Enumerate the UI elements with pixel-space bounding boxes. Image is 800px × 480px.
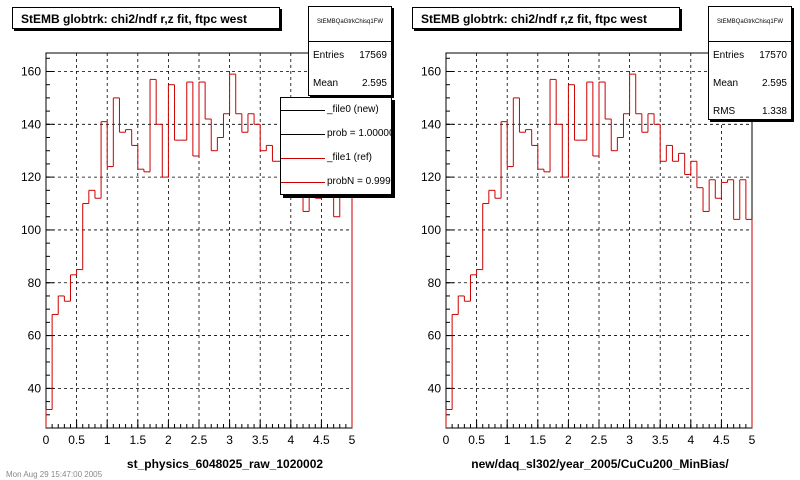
x-tick-label: 4.5 [713, 433, 730, 447]
legend-entry: probN = 0.999979 [281, 170, 391, 194]
x-tick-label: 4 [687, 433, 694, 447]
x-tick-label: 2 [165, 433, 172, 447]
legend-entry: _file0 (new) [281, 98, 391, 122]
stats-name: StEMBQaGtrkChisq1FW [309, 7, 391, 42]
legend: _file0 (new) prob = 1.000000 _file1 (ref… [280, 97, 392, 195]
stats-value: 2.595 [361, 78, 387, 89]
stats-row: Mean 2.595 [709, 70, 791, 98]
x-axis-label: new/daq_sl302/year_2005/CuCu200_MinBias/ [471, 457, 729, 471]
y-tick-label: 160 [421, 64, 441, 78]
stats-label: Entries [713, 50, 745, 61]
y-tick-label: 120 [421, 170, 441, 184]
x-tick-label: 3 [626, 433, 633, 447]
y-tick-label: 140 [21, 117, 41, 131]
x-tick-label: 2.5 [191, 433, 208, 447]
x-tick-label: 4.5 [313, 433, 330, 447]
legend-label: _file0 (new) [327, 104, 379, 115]
stats-box: StEMBQaGtrkChisq1FW Entries 17569 Mean 2… [308, 6, 392, 96]
x-tick-label: 3.5 [652, 433, 669, 447]
stats-value: 17569 [359, 50, 387, 61]
y-tick-label: 60 [428, 329, 442, 343]
y-tick-label: 100 [421, 223, 441, 237]
timestamp: Mon Aug 29 15:47:00 2005 [6, 470, 103, 479]
stats-label: Entries [313, 50, 345, 61]
y-tick-label: 140 [421, 117, 441, 131]
x-tick-label: 3.5 [252, 433, 269, 447]
x-tick-label: 5 [349, 433, 356, 447]
stats-row: Entries 17570 [709, 42, 791, 70]
legend-swatch [281, 158, 325, 159]
x-tick-label: 1 [104, 433, 111, 447]
legend-swatch [281, 110, 325, 111]
x-tick-label: 1 [504, 433, 511, 447]
stats-row: Mean 2.595 [309, 70, 391, 98]
chart-title: StEMB globtrk: chi2/ndf r,z fit, ftpc we… [12, 7, 280, 29]
y-tick-label: 160 [21, 64, 41, 78]
stats-row: RMS 1.338 [709, 98, 791, 126]
legend-entry: prob = 1.000000 [281, 122, 391, 146]
stats-box: StEMBQaGtrkChisq1FW Entries 17570 Mean 2… [708, 6, 792, 120]
legend-swatch [281, 134, 325, 135]
y-tick-label: 80 [28, 276, 42, 290]
stats-label: Mean [313, 78, 339, 89]
stats-label: Mean [713, 78, 739, 89]
stats-value: 17570 [759, 50, 787, 61]
x-tick-label: 0 [443, 433, 450, 447]
y-tick-label: 80 [428, 276, 442, 290]
x-tick-label: 2.5 [591, 433, 608, 447]
stats-value: 1.338 [761, 106, 787, 117]
stats-row: Entries 17569 [309, 42, 391, 70]
legend-label: prob = 1.000000 [327, 128, 391, 139]
legend-entry: _file1 (ref) [281, 146, 391, 170]
x-tick-label: 0.5 [468, 433, 485, 447]
x-tick-label: 4 [287, 433, 294, 447]
x-tick-label: 1.5 [129, 433, 146, 447]
legend-label: _file1 (ref) [327, 152, 373, 163]
legend-label: probN = 0.999979 [327, 176, 391, 187]
stats-label: RMS [713, 106, 736, 117]
legend-swatch [281, 182, 325, 183]
y-tick-label: 40 [428, 381, 442, 395]
y-tick-label: 40 [28, 381, 42, 395]
chart-title: StEMB globtrk: chi2/ndf r,z fit, ftpc we… [412, 7, 680, 29]
y-tick-label: 60 [28, 329, 42, 343]
x-tick-label: 2 [565, 433, 572, 447]
stats-value: 2.595 [761, 78, 787, 89]
stats-name: StEMBQaGtrkChisq1FW [709, 7, 791, 42]
x-tick-label: 0 [43, 433, 50, 447]
x-tick-label: 3 [226, 433, 233, 447]
y-tick-label: 120 [21, 170, 41, 184]
x-tick-label: 5 [749, 433, 756, 447]
x-axis-label: st_physics_6048025_raw_1020002 [126, 457, 324, 471]
x-tick-label: 1.5 [529, 433, 546, 447]
y-tick-label: 100 [21, 223, 41, 237]
x-tick-label: 0.5 [68, 433, 85, 447]
